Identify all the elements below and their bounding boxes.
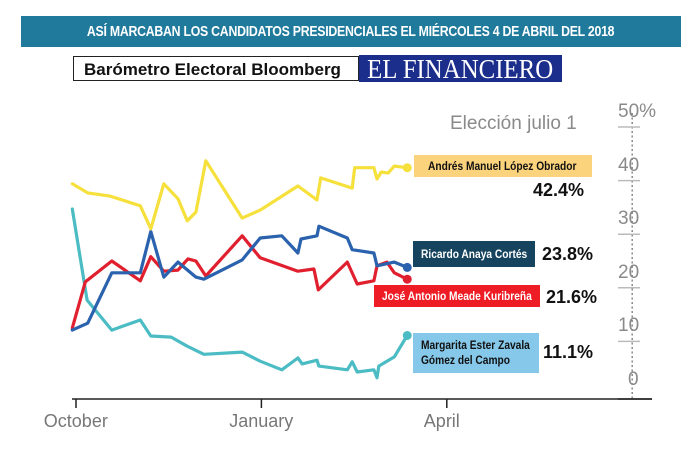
value-label-amlo: 42.4% [533, 180, 585, 200]
value-label-meade: 21.6% [546, 287, 598, 307]
series-line-zavala [70, 207, 409, 380]
y-tick-label: 10 [618, 315, 640, 337]
source-bar: Barómetro Electoral Bloomberg EL FINANCI… [73, 54, 562, 84]
y-tick-label: 50% [618, 101, 657, 122]
publisher-logo-text: EL FINANCIERO [367, 54, 554, 84]
election-annotation: Elección julio 1 [450, 113, 577, 134]
y-tick-label: 20 [618, 261, 640, 283]
series-endpoint-zavala [402, 331, 412, 341]
y-tick-label: 40 [618, 154, 640, 176]
y-tick-label: 0 [628, 369, 639, 390]
x-tick-label: January [229, 411, 294, 431]
legend-label-meade: José Antonio Meade Kuribreña [374, 285, 540, 307]
series-endpoint-amlo [402, 163, 412, 173]
x-tick-label: April [423, 411, 460, 431]
series-line-amlo [70, 159, 409, 231]
legend-label-amlo: Andrés Manuel López Obrador [414, 155, 592, 177]
legend-label-zavala: Margarita Ester Zavala Gómez del Campo [413, 333, 539, 373]
source-label: Barómetro Electoral Bloomberg [73, 56, 359, 81]
chart-title-banner: ASÍ MARCABAN LOS CANDIDATOS PRESIDENCIAL… [21, 16, 681, 47]
publisher-logo: EL FINANCIERO [359, 54, 562, 84]
series-line-anaya [70, 224, 409, 332]
legend-label-anaya: Ricardo Anaya Cortés [413, 241, 535, 267]
value-label-zavala: 11.1% [543, 342, 594, 362]
series-endpoint-anaya [402, 262, 412, 272]
y-tick-label: 30 [618, 208, 640, 230]
chart-title: ASÍ MARCABAN LOS CANDIDATOS PRESIDENCIAL… [87, 23, 615, 40]
value-label-anaya: 23.8% [542, 244, 594, 264]
legend-label-zavala-line1: Margarita Ester Zavala [421, 338, 530, 352]
legend-label-zavala-line2: Gómez del Campo [421, 353, 510, 367]
series-endpoint-meade [402, 274, 412, 284]
x-tick-label: October [43, 411, 108, 431]
